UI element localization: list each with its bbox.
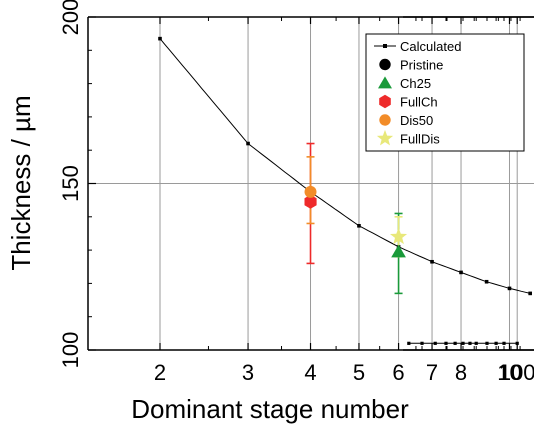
y-tick-label: 150	[58, 165, 83, 202]
dis50-point	[304, 185, 317, 198]
legend-dis50-label: Dis50	[400, 113, 433, 128]
calculated-point	[461, 341, 465, 345]
calculated-point	[494, 341, 498, 345]
calculated-point	[433, 341, 437, 345]
calculated-point	[430, 259, 434, 264]
x-tick-label: 8	[455, 360, 467, 385]
legend-calculated-marker	[383, 44, 387, 48]
calculated-point	[484, 279, 489, 284]
calculated-point	[528, 291, 532, 296]
calculated-point	[468, 341, 472, 345]
experimental-series	[304, 142, 408, 295]
calculated-point	[444, 341, 448, 345]
calculated-point	[420, 341, 424, 345]
x-tick-label: 4	[304, 360, 316, 385]
legend-fullch-label: FullCh	[400, 95, 438, 110]
legend: Calculated Pristine Ch25 FullCh Dis50 FullDis	[365, 33, 525, 152]
x-axis-label: Dominant stage number	[131, 394, 409, 424]
calculated-point	[246, 141, 250, 146]
legend-box	[365, 33, 525, 152]
legend-ch25-label: Ch25	[400, 76, 431, 91]
x-tick-label: 2	[154, 360, 166, 385]
y-tick-label: 200	[58, 0, 83, 35]
x-tick-label: 10	[497, 360, 521, 385]
x-tick-label: 5	[353, 360, 365, 385]
calculated-point	[485, 341, 489, 345]
y-tick-label: 100	[58, 332, 83, 369]
fullch-point	[304, 194, 317, 209]
calculated-point	[474, 341, 478, 345]
calculated-point	[158, 36, 162, 41]
x-tick-label: 100	[499, 360, 534, 385]
legend-pristine-label: Pristine	[400, 58, 443, 73]
calculated-point	[507, 286, 512, 291]
legend-calculated-label: Calculated	[400, 39, 461, 54]
legend-pristine-marker	[379, 58, 391, 71]
x-tick-label: 6	[392, 360, 404, 385]
fulldis-point	[390, 227, 408, 245]
legend-fulldis-label: FullDis	[400, 132, 440, 147]
x-tick-label: 7	[426, 360, 438, 385]
calculated-point	[459, 270, 463, 275]
legend-fullch-marker	[379, 94, 391, 109]
legend-dis50-marker	[379, 114, 391, 126]
legend-ch25-marker	[378, 76, 392, 89]
calculated-curve	[159, 38, 531, 294]
calculated-point	[502, 341, 506, 345]
calculated-point	[357, 223, 361, 228]
legend-fulldis-marker	[376, 129, 394, 146]
axes	[87, 16, 534, 351]
calculated-point	[453, 341, 457, 345]
y-axis-label: Thickness / µm	[6, 95, 36, 270]
ch25-point	[391, 244, 406, 258]
x-tick-label: 3	[242, 360, 254, 385]
calculated-point	[407, 341, 411, 345]
